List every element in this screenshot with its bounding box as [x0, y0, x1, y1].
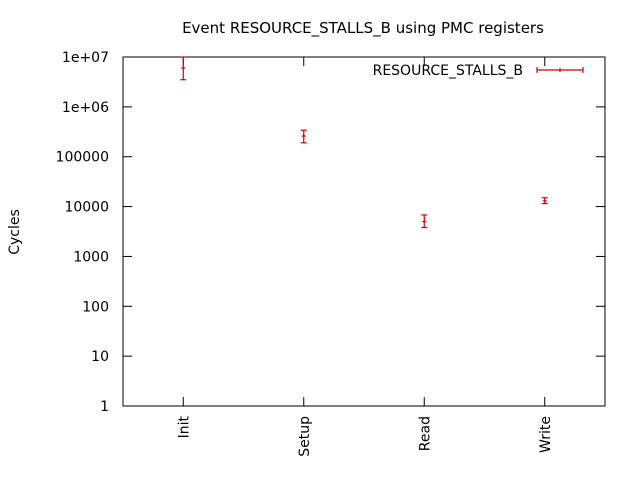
y-tick-label: 10 [91, 349, 109, 365]
y-tick-label: 1 [100, 399, 109, 415]
y-tick-label: 100 [82, 299, 109, 315]
chart-title: Event RESOURCE_STALLS_B using PMC regist… [182, 19, 544, 38]
error-bar [300, 129, 307, 144]
x-axis: Init Setup Read Write [176, 57, 554, 457]
y-axis-label: Cycles [7, 209, 23, 255]
error-bar [541, 197, 548, 205]
error-bar [180, 56, 187, 81]
y-tick-label: 1e+06 [62, 100, 109, 116]
legend-label: RESOURCE_STALLS_B [373, 63, 523, 79]
x-tick-label: Setup [297, 416, 313, 457]
data-series [180, 56, 548, 229]
x-tick-label: Read [417, 416, 433, 451]
y-tick-label: 100000 [56, 150, 109, 166]
y-tick-label: 1e+07 [62, 50, 109, 66]
error-bar [421, 214, 428, 229]
y-tick-label: 1000 [73, 249, 109, 265]
legend-sample [536, 67, 584, 73]
legend: RESOURCE_STALLS_B [373, 63, 584, 79]
x-tick-label: Write [538, 416, 554, 453]
y-tick-label: 10000 [64, 200, 109, 216]
plot-area [122, 56, 606, 407]
x-tick-label: Init [176, 415, 192, 438]
y-axis: 1 10 100 1000 10000 100000 1e+06 1e+07 [56, 50, 605, 415]
